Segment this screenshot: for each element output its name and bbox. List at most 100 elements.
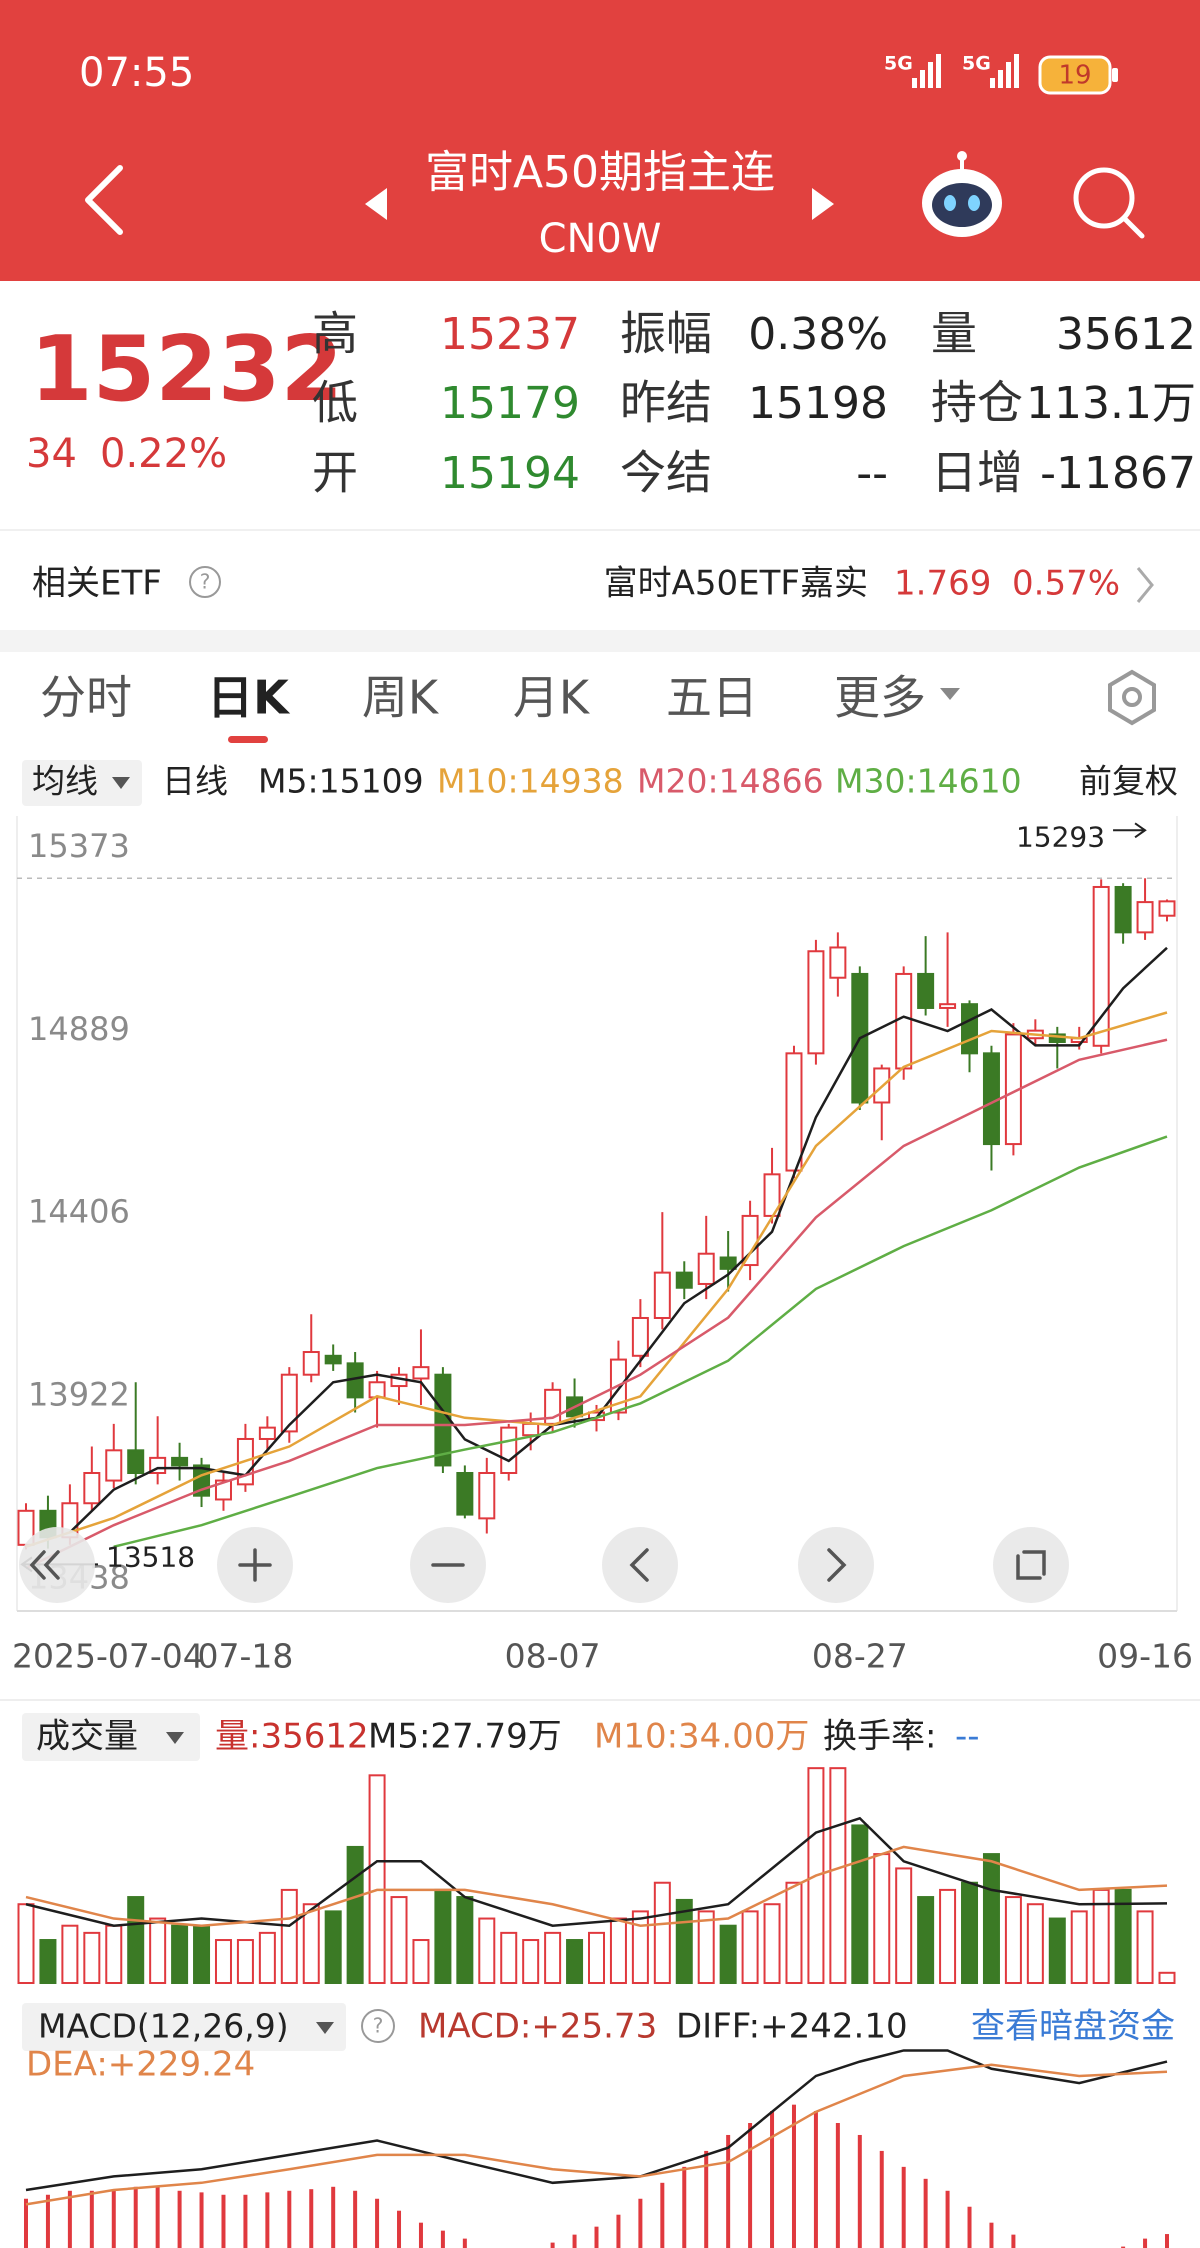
candle-body — [895, 972, 913, 1070]
field-label: 开 — [312, 446, 358, 500]
macd-selector-label: MACD(12,26,9) — [38, 2007, 289, 2046]
candle-body — [302, 1351, 320, 1376]
candle-body — [961, 1003, 979, 1055]
etf-name[interactable]: 富时A50ETF嘉实 — [604, 564, 868, 604]
candle-body — [653, 1271, 671, 1319]
volume-bar — [982, 1853, 1000, 1985]
battery-level: 19 — [1058, 61, 1091, 91]
candle-body — [829, 946, 847, 979]
field-label: 今结 — [620, 446, 712, 500]
macd-bar — [945, 2190, 950, 2248]
macd-bar — [923, 2178, 928, 2248]
tab[interactable]: 五日 — [666, 671, 758, 725]
tab[interactable]: 分时 — [40, 671, 132, 725]
high-arrow — [1113, 822, 1147, 839]
field-value: 15194 — [440, 448, 580, 499]
zoom-icon — [238, 1548, 272, 1582]
candle-body — [675, 1271, 693, 1289]
zoom-icon — [827, 1548, 847, 1582]
battery-tip — [1112, 68, 1118, 82]
volume-bar — [719, 1924, 737, 1985]
tab[interactable]: 更多 — [834, 671, 926, 725]
volume-bar — [873, 1853, 891, 1985]
indicator-line — [25, 1038, 1168, 1570]
x-tick-label: 08-07 — [505, 1637, 601, 1676]
dark-pool-link[interactable]: 查看暗盘资金 — [971, 2007, 1175, 2047]
legend-item: M10:34.00万 — [594, 1717, 809, 1757]
macd-bar — [1143, 2238, 1148, 2248]
macd-bar — [375, 2198, 380, 2248]
selector-arrow — [166, 1732, 184, 1744]
battery-icon — [1038, 55, 1112, 95]
back-button[interactable] — [85, 165, 123, 235]
field-value: 113.1万 — [1026, 378, 1196, 429]
macd-bar — [770, 2111, 775, 2248]
macd-bar — [221, 2194, 226, 2248]
assistant-icon[interactable] — [922, 151, 1002, 237]
macd-bar — [89, 2190, 94, 2248]
volume-bar — [763, 1903, 781, 1985]
tab-bar: 分时 日K 周K 月K 五日 更多 — [40, 671, 926, 725]
zoom-button[interactable] — [19, 1527, 95, 1603]
candle-body — [258, 1426, 276, 1440]
zoom-button[interactable] — [993, 1527, 1069, 1603]
macd-plot — [24, 2049, 1169, 2248]
adjust-label[interactable]: 前复权 — [1079, 762, 1178, 801]
prev-contract[interactable] — [365, 188, 387, 220]
macd-bar — [418, 2222, 423, 2248]
indicator-selector[interactable] — [22, 760, 142, 806]
macd-bar — [594, 2226, 599, 2248]
volume-bar — [258, 1931, 276, 1985]
field-value: 35612 — [1056, 309, 1196, 360]
field-label: 高 — [312, 307, 358, 361]
legend-item: M5:27.79万 — [368, 1717, 562, 1757]
candle-body — [127, 1449, 145, 1475]
tab[interactable]: 周K — [362, 671, 440, 725]
macd-selector[interactable] — [22, 2003, 346, 2051]
field-label: 量 — [931, 307, 977, 361]
volume-bar — [566, 1939, 584, 1984]
next-contract[interactable] — [812, 188, 834, 220]
etf-label: 相关ETF — [32, 564, 162, 604]
volume-bar — [785, 1881, 803, 1985]
zoom-button[interactable] — [602, 1527, 678, 1603]
macd-bar — [901, 2166, 906, 2248]
macd-bar — [813, 2111, 818, 2248]
volume-bar — [390, 1896, 408, 1985]
price-change-pct: 0.22% — [100, 431, 227, 477]
volume-bar — [1070, 1910, 1088, 1984]
volume-bar — [1026, 1903, 1044, 1985]
candle-body — [697, 1252, 715, 1285]
etf-chevron[interactable] — [1136, 567, 1154, 603]
volume-bar — [127, 1896, 145, 1985]
macd-bar — [440, 2230, 445, 2248]
macd-bar — [199, 2192, 204, 2248]
tab[interactable]: 日K — [207, 671, 291, 725]
zoom-button[interactable] — [798, 1527, 874, 1603]
volume-bar — [522, 1939, 540, 1984]
settings-button[interactable] — [1108, 669, 1156, 726]
candle-body — [982, 1052, 1000, 1146]
help-icon[interactable] — [189, 566, 221, 598]
legend: M5:15109 M10:14938 M20:14866 M30:14610 — [258, 762, 1022, 801]
help-icon[interactable] — [361, 2009, 395, 2043]
page-title: 富时A50期指主连 — [425, 147, 775, 198]
page-subtitle: CN0W — [539, 216, 662, 262]
candle-body — [522, 1422, 540, 1437]
candle-body — [1136, 901, 1154, 934]
macd-bar — [550, 2242, 555, 2248]
volume-selector[interactable] — [22, 1713, 200, 1761]
volume-bar — [588, 1931, 605, 1985]
volume-bar — [1136, 1910, 1154, 1984]
more-arrow[interactable] — [940, 688, 960, 700]
macd-bar — [155, 2186, 160, 2248]
volume-bar — [939, 1888, 957, 1984]
indicator-line — [25, 1011, 1168, 1548]
search-button[interactable] — [1073, 167, 1145, 239]
etf-change: 0.57% — [1012, 564, 1120, 604]
field-value: -11867 — [1040, 448, 1196, 499]
tab[interactable]: 月K — [513, 671, 591, 725]
candle-body — [280, 1373, 298, 1433]
macd-bar — [265, 2192, 270, 2248]
